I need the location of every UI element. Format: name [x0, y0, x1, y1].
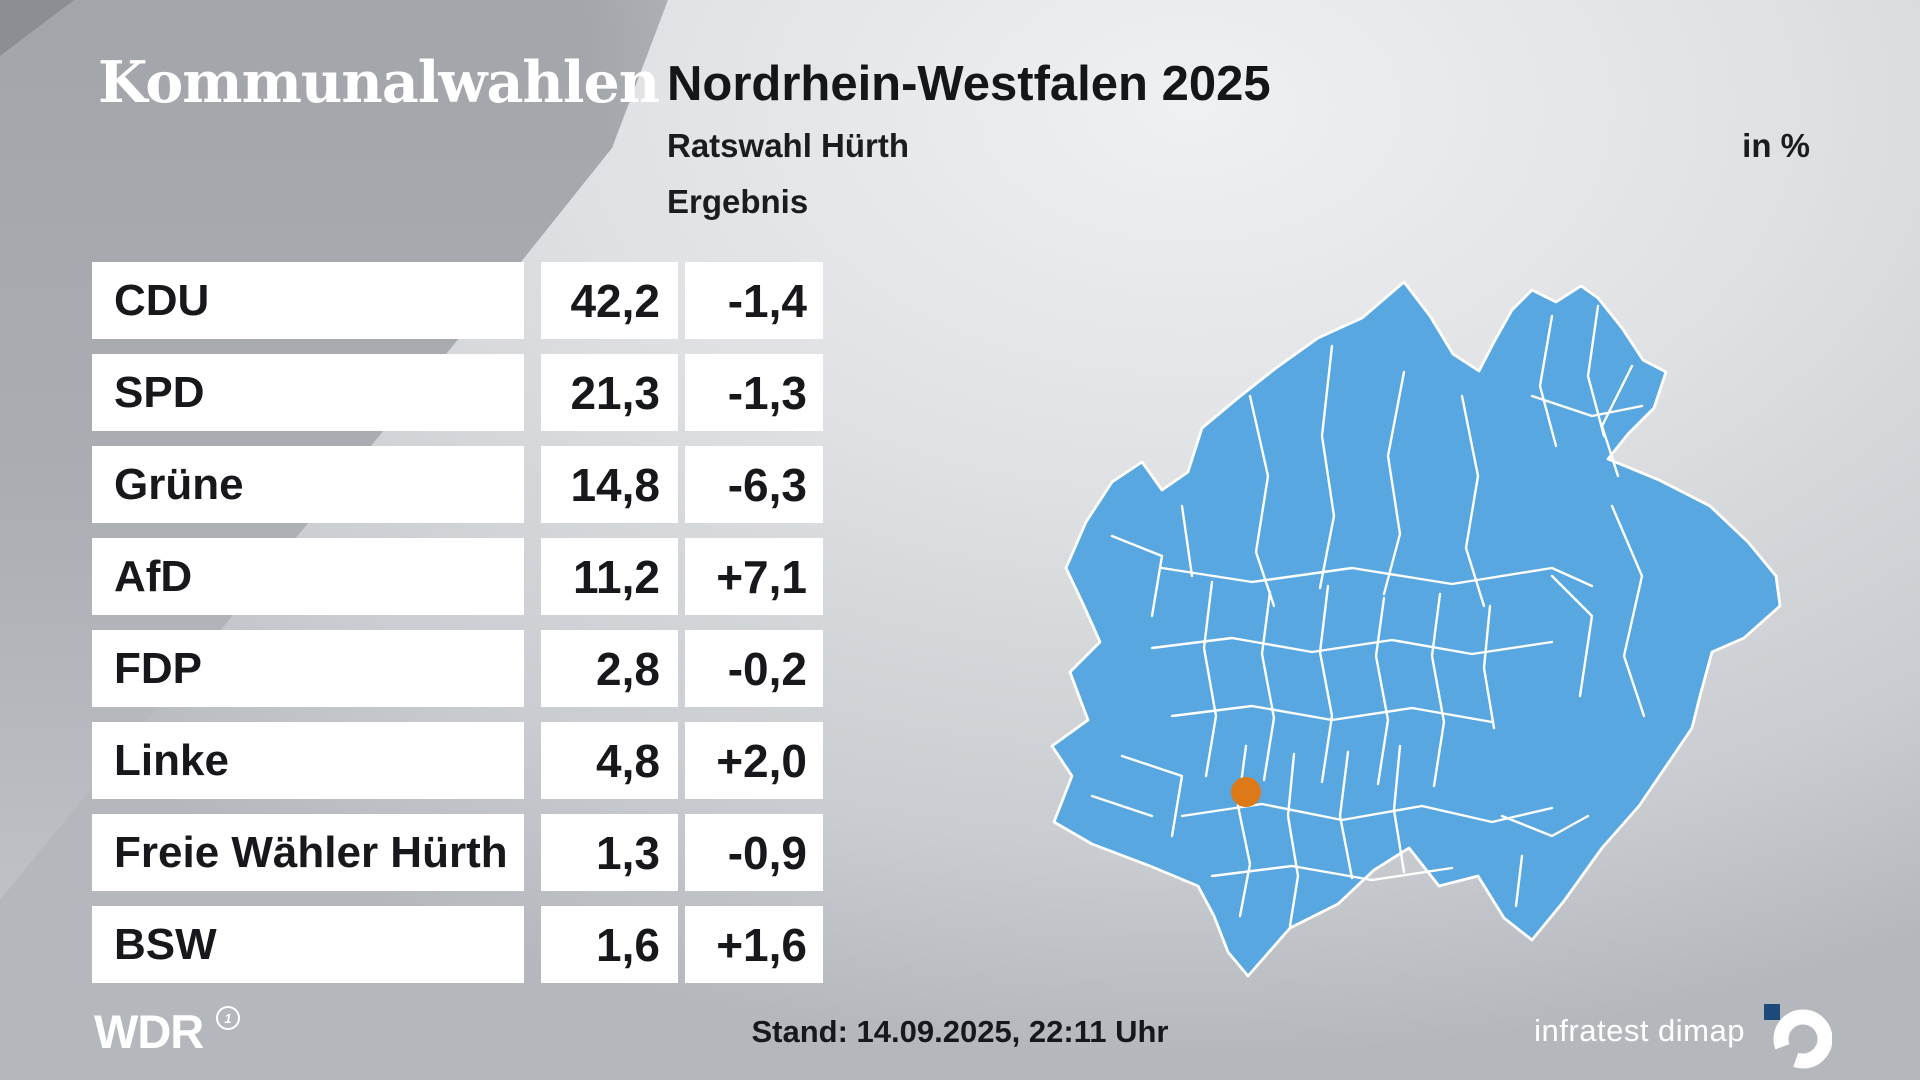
- table-row: Freie Wähler Hürth 1,3 -0,9: [92, 814, 823, 891]
- wdr-logo: WDR: [94, 1005, 204, 1058]
- table-row: Grüne 14,8 -6,3: [92, 446, 823, 523]
- party-label: Linke: [92, 722, 524, 799]
- table-row: FDP 2,8 -0,2: [92, 630, 823, 707]
- table-row: BSW 1,6 +1,6: [92, 906, 823, 983]
- result-status-label: Ergebnis: [667, 183, 809, 220]
- result-value: 1,3: [541, 814, 678, 891]
- map-region-shape: [1050, 280, 1782, 978]
- table-row: Linke 4,8 +2,0: [92, 722, 823, 799]
- party-label: Grüne: [92, 446, 524, 523]
- result-value: 2,8: [541, 630, 678, 707]
- change-value: -1,3: [685, 354, 823, 431]
- change-value: -6,3: [685, 446, 823, 523]
- result-value: 21,3: [541, 354, 678, 431]
- table-row: CDU 42,2 -1,4: [92, 262, 823, 339]
- brand-title: Kommunalwahlen: [98, 49, 660, 116]
- party-label: SPD: [92, 354, 524, 431]
- page-title: Nordrhein-Westfalen 2025: [667, 57, 1271, 111]
- election-subtitle: Ratswahl Hürth: [667, 127, 910, 164]
- result-value: 4,8: [541, 722, 678, 799]
- party-label: BSW: [92, 906, 524, 983]
- change-value: -0,9: [685, 814, 823, 891]
- change-value: -0,2: [685, 630, 823, 707]
- nrw-map: [1050, 280, 1782, 978]
- party-label: Freie Wähler Hürth: [92, 814, 524, 891]
- nrw-outline: [1050, 280, 1782, 978]
- change-value: -1,4: [685, 262, 823, 339]
- district-borders: [1090, 304, 1646, 928]
- ard-one-icon: 1: [216, 1006, 240, 1030]
- party-label: AfD: [92, 538, 524, 615]
- huerth-marker: [1231, 777, 1261, 807]
- table-row: AfD 11,2 +7,1: [92, 538, 823, 615]
- party-label: FDP: [92, 630, 524, 707]
- result-value: 1,6: [541, 906, 678, 983]
- party-label: CDU: [92, 262, 524, 339]
- infratest-dimap-logo-text: infratest dimap: [1534, 1013, 1745, 1048]
- change-value: +2,0: [685, 722, 823, 799]
- change-value: +1,6: [685, 906, 823, 983]
- result-value: 11,2: [541, 538, 678, 615]
- results-table: CDU 42,2 -1,4 SPD 21,3 -1,3 Grüne 14,8 -…: [92, 262, 823, 998]
- table-row: SPD 21,3 -1,3: [92, 354, 823, 431]
- result-value: 14,8: [541, 446, 678, 523]
- result-value: 42,2: [541, 262, 678, 339]
- status-timestamp: Stand: 14.09.2025, 22:11 Uhr: [751, 1014, 1169, 1049]
- change-value: +7,1: [685, 538, 823, 615]
- infratest-dimap-icon: [1764, 1004, 1832, 1069]
- unit-label: in %: [1742, 127, 1810, 164]
